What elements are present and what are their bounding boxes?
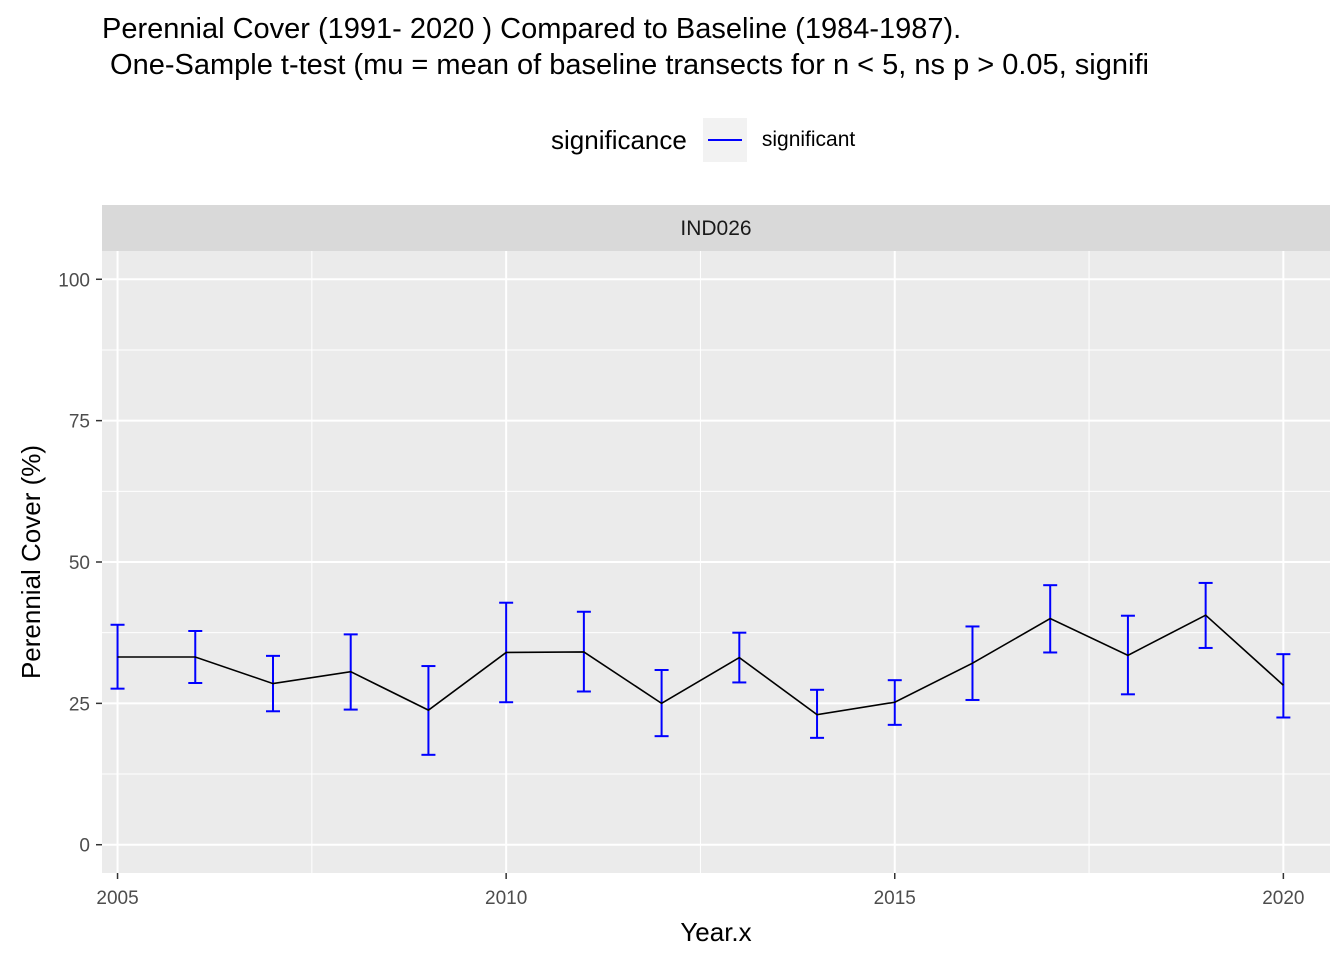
legend-title: significance <box>551 124 687 155</box>
series-line <box>117 614 1284 716</box>
legend-label-significant: significant <box>761 128 856 151</box>
x-tick-label: 2015 <box>874 888 916 909</box>
y-axis: 0 25 50 75 100 <box>58 270 102 857</box>
series-line-group <box>117 614 1284 716</box>
legend: significance significant <box>551 118 855 162</box>
major-gridlines <box>102 251 1330 873</box>
y-tick-label: 50 <box>69 553 90 574</box>
x-tick-label: 2005 <box>96 888 138 909</box>
legend-key-significant <box>702 118 747 162</box>
y-tick-label: 25 <box>69 694 90 715</box>
errorbar <box>1276 653 1291 719</box>
facet-label: IND026 <box>680 217 751 240</box>
x-axis-title: Year.x <box>680 917 751 947</box>
y-tick-label: 100 <box>58 270 90 291</box>
y-axis-title: Perennial Cover (%) <box>16 445 46 679</box>
x-tick-label: 2020 <box>1262 888 1304 909</box>
chart-subtitle: One-Sample t-test (mu = mean of baseline… <box>102 49 1149 81</box>
y-tick-label: 75 <box>69 412 90 433</box>
facet-strip <box>102 205 1330 251</box>
x-tick-label: 2010 <box>485 888 527 909</box>
y-tick-label: 0 <box>79 836 90 857</box>
chart-title: Perennial Cover (1991- 2020 ) Compared t… <box>102 13 962 45</box>
x-axis: 2005 2010 2015 2020 <box>96 873 1305 909</box>
